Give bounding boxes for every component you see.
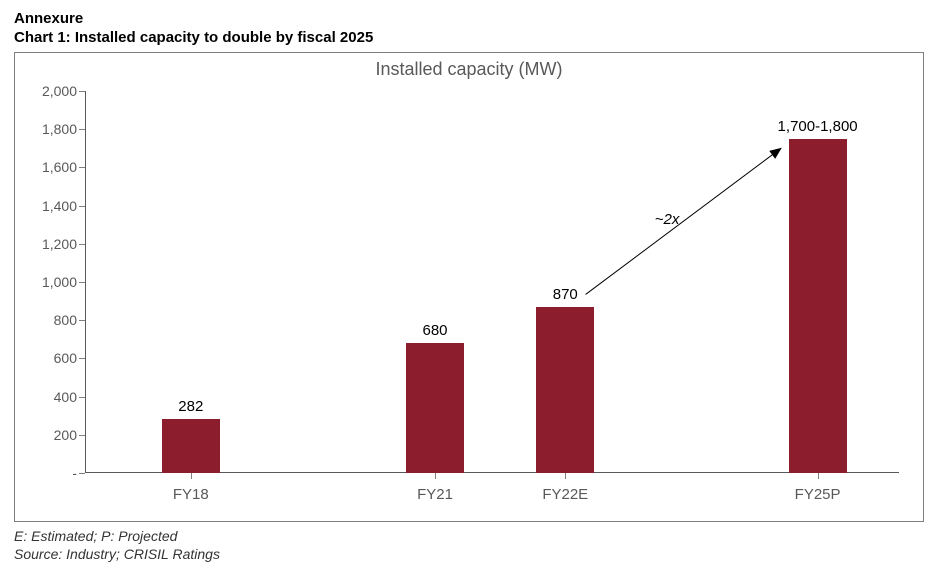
x-tick-label: FY21 xyxy=(417,486,453,503)
chart-container: Installed capacity (MW) -2004006008001,0… xyxy=(14,52,924,522)
y-tick-mark xyxy=(79,473,85,474)
y-tick-label: 1,600 xyxy=(27,159,77,175)
y-tick-label: 1,400 xyxy=(27,198,77,214)
x-tick-label: FY25P xyxy=(795,486,841,503)
chart-plot-area: -2004006008001,0001,2001,4001,6001,8002,… xyxy=(85,91,899,473)
annexure-heading: Annexure xyxy=(14,10,926,27)
x-tick-label: FY22E xyxy=(542,486,588,503)
bar-value-label: 1,700-1,800 xyxy=(778,118,858,139)
y-tick-label: 600 xyxy=(27,350,77,366)
y-tick-mark xyxy=(79,358,85,359)
y-tick-mark xyxy=(79,91,85,92)
y-tick-label: 1,200 xyxy=(27,236,77,252)
bar-value-label: 282 xyxy=(178,398,203,419)
x-tick-mark xyxy=(435,473,436,479)
footnote-legend: E: Estimated; P: Projected xyxy=(14,528,926,544)
y-tick-label: 1,000 xyxy=(27,274,77,290)
y-tick-mark xyxy=(79,167,85,168)
bar xyxy=(162,419,220,473)
y-tick-mark xyxy=(79,397,85,398)
x-tick-mark xyxy=(565,473,566,479)
x-tick-mark xyxy=(191,473,192,479)
y-tick-label: 2,000 xyxy=(27,83,77,99)
y-axis-line xyxy=(85,91,86,473)
bar-value-label: 870 xyxy=(553,286,578,307)
y-tick-mark xyxy=(79,244,85,245)
x-tick-label: FY18 xyxy=(173,486,209,503)
bar xyxy=(406,343,464,473)
chart-caption: Chart 1: Installed capacity to double by… xyxy=(14,29,926,46)
growth-arrow-icon xyxy=(85,91,899,473)
bar xyxy=(789,139,847,473)
y-tick-mark xyxy=(79,206,85,207)
x-tick-mark xyxy=(818,473,819,479)
y-tick-mark xyxy=(79,282,85,283)
y-tick-mark xyxy=(79,435,85,436)
growth-annotation-text: ~2x xyxy=(655,211,680,228)
bar-value-label: 680 xyxy=(423,322,448,343)
y-tick-label: 200 xyxy=(27,427,77,443)
bar xyxy=(536,307,594,473)
y-tick-label: 1,800 xyxy=(27,121,77,137)
y-tick-label: 400 xyxy=(27,389,77,405)
y-tick-mark xyxy=(79,129,85,130)
footnote-source: Source: Industry; CRISIL Ratings xyxy=(14,546,926,562)
chart-title: Installed capacity (MW) xyxy=(15,59,923,80)
y-tick-label: 800 xyxy=(27,312,77,328)
y-tick-label: - xyxy=(27,465,77,481)
y-tick-mark xyxy=(79,320,85,321)
